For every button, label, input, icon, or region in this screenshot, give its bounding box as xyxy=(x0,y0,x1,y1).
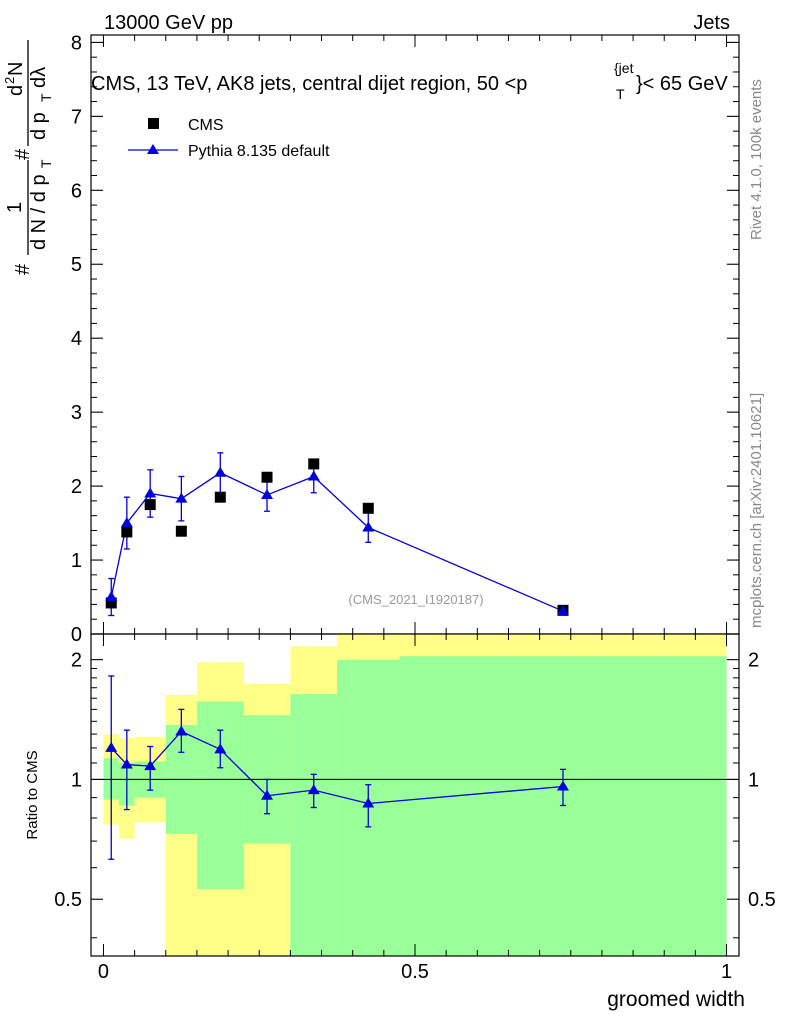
ylabel-t-sub-1: T xyxy=(38,159,54,168)
pythia-point xyxy=(362,521,375,532)
ratio-point xyxy=(120,758,133,769)
ratio-ytick-label-right: 1 xyxy=(748,769,759,791)
title-main: CMS, 13 TeV, AK8 jets, central dijet reg… xyxy=(91,73,527,95)
title-sub: T xyxy=(616,86,625,102)
ratio-point xyxy=(307,784,320,795)
ylabel-one: 1 xyxy=(4,202,26,213)
ratio-ticks: 0.5 0.5 1 1 2 2 0 0.5 1 xyxy=(54,634,776,983)
header-right: Jets xyxy=(693,12,730,34)
cms-point xyxy=(362,502,374,514)
ylabel-dlambda: dλ xyxy=(28,67,50,88)
cms-point xyxy=(175,525,187,537)
main-data xyxy=(105,452,569,617)
ratio-point xyxy=(144,760,157,771)
pythia-point xyxy=(144,487,157,498)
main-ytick-label: 3 xyxy=(71,402,82,424)
ratio-ylabel: Ratio to CMS xyxy=(24,750,41,839)
mcplots-label: mcplots.cern.ch [arXiv:2401.10621] xyxy=(748,393,765,628)
cms-point xyxy=(261,471,273,483)
main-ytick-label: 1 xyxy=(71,550,82,572)
legend-pythia-marker xyxy=(147,144,159,154)
ylabel-n: N xyxy=(5,62,27,76)
x-axis-label: groomed width xyxy=(607,988,745,1011)
pythia-point xyxy=(120,517,133,528)
ratio-ytick-label-right: 0.5 xyxy=(748,889,776,911)
pythia-point xyxy=(556,605,569,616)
ratio-ytick-label-left: 0.5 xyxy=(54,889,82,911)
ratio-point xyxy=(105,741,118,752)
ratio-point xyxy=(362,797,375,808)
cms-point xyxy=(308,458,320,470)
main-ytick-label: 8 xyxy=(71,32,82,54)
pythia-point xyxy=(214,466,227,477)
ylabel-hash-1: # xyxy=(12,263,34,275)
ratio-ytick-label-left: 1 xyxy=(71,769,82,791)
legend-cms-marker xyxy=(148,118,159,129)
main-ytick-label: 5 xyxy=(71,254,82,276)
pythia-point xyxy=(307,470,320,481)
cms-point xyxy=(105,597,117,609)
rivet-label: Rivet 4.1.0, 100k events xyxy=(748,79,765,240)
ylabel-2-sup: 2 xyxy=(2,77,17,84)
pythia-line xyxy=(110,472,564,612)
ratio-point xyxy=(214,743,227,754)
x-tick-label: 0.5 xyxy=(401,961,429,983)
legend-pythia-label: Pythia 8.135 default xyxy=(188,143,330,160)
green-band xyxy=(290,693,338,956)
ratio-point xyxy=(175,725,188,736)
main-ytick-label: 7 xyxy=(71,106,82,128)
ratio-ytick-label-left: 2 xyxy=(71,650,82,672)
main-ytick-label: 4 xyxy=(71,328,82,350)
pythia-point xyxy=(105,591,118,602)
legend-cms-label: CMS xyxy=(188,117,224,134)
analysis-watermark: (CMS_2021_I1920187) xyxy=(348,592,483,607)
x-tick-label: 0 xyxy=(98,961,109,983)
ratio-point xyxy=(556,780,569,791)
x-tick-label: 1 xyxy=(721,961,732,983)
pythia-point xyxy=(261,488,274,499)
main-ytick-label: 0 xyxy=(71,624,82,646)
cms-point xyxy=(121,526,133,538)
ratio-data xyxy=(105,675,569,860)
ylabel-hash-2: # xyxy=(12,148,34,160)
uncertainty-bands xyxy=(103,634,727,956)
main-plot: 0 1 2 3 4 5 6 7 8 (CMS_2021_I1920187) CMS, 13 Te… xyxy=(71,32,740,646)
title-sup: {jet xyxy=(614,60,634,76)
pythia-point xyxy=(175,492,188,503)
plot-title: CMS, 13 TeV, AK8 jets, central dijet reg… xyxy=(91,60,728,102)
ratio-ytick-label-right: 2 xyxy=(748,650,759,672)
legend: CMS Pythia 8.135 default xyxy=(128,117,330,160)
ratio-plot: 0.5 0.5 1 1 2 2 0 0.5 1 Ratio to CMS groomed wid… xyxy=(24,633,776,1011)
cms-point xyxy=(214,491,226,503)
cms-point xyxy=(144,499,156,511)
ylabel-dndpt: d N / d p xyxy=(28,174,50,250)
main-ylabel: # 1 d N / d p T # d 2 N d p T dλ xyxy=(2,40,54,275)
main-ytick-label: 2 xyxy=(71,476,82,498)
ylabel-dpt: d p xyxy=(28,112,50,140)
title-tail: }< 65 GeV xyxy=(636,73,728,95)
ylabel-t-sub-2: T xyxy=(38,93,54,102)
ratio-point xyxy=(261,789,274,800)
ylabel-d: d xyxy=(5,85,27,96)
main-ytick-label: 6 xyxy=(71,180,82,202)
main-y-ticks: 0 1 2 3 4 5 6 7 8 xyxy=(71,32,739,646)
header-left: 13000 GeV pp xyxy=(104,12,233,34)
ratio-frame xyxy=(90,633,740,957)
